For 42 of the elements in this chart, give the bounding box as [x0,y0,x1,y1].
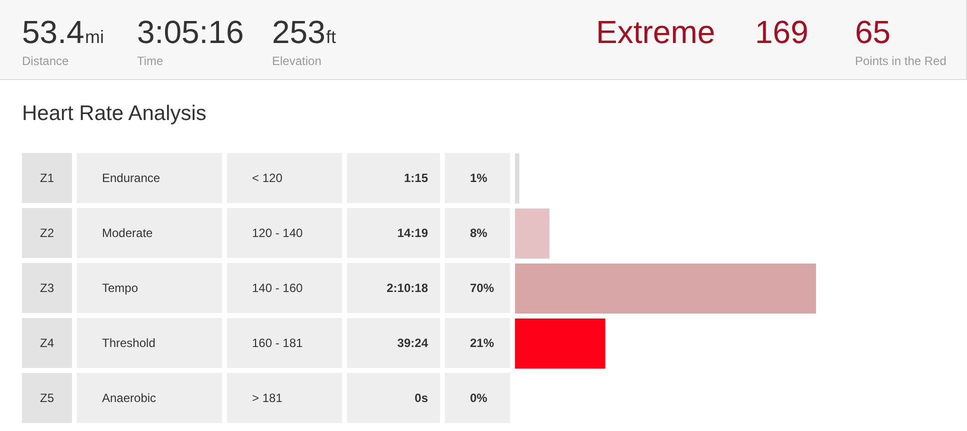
data-label: 8% [445,208,510,258]
text: 65 [855,14,891,50]
data-label: 21% [445,318,510,368]
text: Moderate [102,226,153,240]
y-tick-label: Z5 [22,373,72,423]
text: mi [85,27,104,47]
y-tick-label: Z2 [22,208,72,258]
text: Heart Rate Analysis [22,102,206,126]
text: 160 - 181 [252,336,303,350]
text: 120 - 140 [252,226,303,240]
text: Anaerobic [102,391,156,405]
bar [515,318,606,368]
text: 3:05:16 [137,14,244,50]
text: < 120 [252,171,282,185]
text: Endurance [102,171,160,185]
text: Points in the Red [855,54,946,68]
text: 14:19 [397,226,428,240]
bar [515,264,816,314]
text: > 181 [252,391,282,405]
data-label: 1% [445,153,510,203]
text: Time [137,54,164,68]
text: 0s [414,391,428,405]
bar [515,208,550,258]
y-tick-label: Z4 [22,318,72,368]
text: 140 - 160 [252,281,303,295]
text: Distance [22,54,69,68]
text: 39:24 [397,336,428,350]
data-label: 70% [445,263,510,313]
text: Elevation [272,54,322,68]
text: 2:10:18 [386,281,428,295]
text: 1:15 [404,171,428,185]
text: Tempo [102,281,138,295]
y-tick-label: Z1 [22,153,72,203]
text: Extreme [596,14,716,50]
text: 169 [755,14,808,50]
data-label: 0% [445,373,510,423]
text: 253 [272,14,326,50]
text: 53.4 [22,14,84,50]
y-tick-label: Z3 [22,263,72,313]
bar [515,154,520,204]
text: Threshold [102,336,156,350]
text: ft [326,27,336,47]
